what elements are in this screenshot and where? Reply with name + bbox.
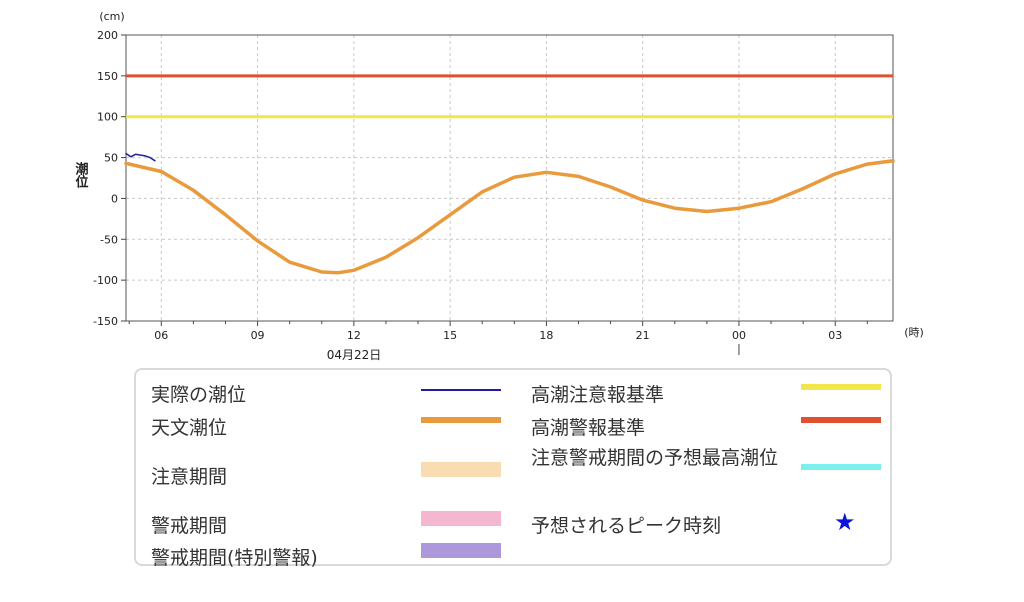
legend-label: 注意警戒期間の予想最高潮位 <box>531 447 779 469</box>
x-tick-label: 21 <box>636 329 650 342</box>
series-line <box>124 159 895 275</box>
y-tick-label: 150 <box>97 70 118 83</box>
y-tick-label: 50 <box>104 152 118 165</box>
series-line <box>125 152 156 162</box>
star-icon: ★ <box>834 508 856 536</box>
x-tick-label: 12 <box>347 329 361 342</box>
legend-swatch <box>421 462 501 477</box>
y-tick-label: 0 <box>111 192 118 205</box>
legend-label: 警戒期間(特別警報) <box>151 547 318 569</box>
legend-swatch <box>421 389 501 391</box>
legend-label: 予想されるピーク時刻 <box>531 515 722 537</box>
x-tick-label: 06 <box>154 329 168 342</box>
x-tick-label: 15 <box>443 329 457 342</box>
x-tick-label: 18 <box>539 329 553 342</box>
y-unit-label: (cm) <box>99 10 124 23</box>
y-tick-label: 200 <box>97 29 118 42</box>
legend-swatch <box>801 384 881 390</box>
x-tick-label: 09 <box>251 329 265 342</box>
y-tick-label: -150 <box>93 315 118 328</box>
x-tick-label: 03 <box>828 329 842 342</box>
y-tick-label: -100 <box>93 274 118 287</box>
x-unit-label: (時) <box>904 326 924 339</box>
y-tick-label: -50 <box>100 233 118 246</box>
legend-label: 天文潮位 <box>151 417 228 439</box>
legend-label: 実際の潮位 <box>151 384 247 406</box>
plot-frame <box>125 34 894 322</box>
legend-label: 警戒期間 <box>151 515 228 537</box>
y-tick-label: 100 <box>97 111 118 124</box>
y-axis-label: 潮位 <box>73 161 89 189</box>
legend-swatch <box>421 543 501 558</box>
x-tick-label: 00 <box>732 329 746 342</box>
legend-swatch <box>421 511 501 526</box>
chart-legend: 実際の潮位天文潮位注意期間警戒期間警戒期間(特別警報) 高潮注意報基準 高潮警報基準… <box>134 368 892 569</box>
date-label: 04月22日 <box>327 348 382 362</box>
legend-swatch <box>801 417 881 423</box>
legend-label: 注意期間 <box>151 466 228 488</box>
legend-swatch <box>421 417 501 423</box>
legend-label: 高潮警報基準 <box>531 417 646 439</box>
legend-label: 高潮注意報基準 <box>531 384 665 406</box>
legend-swatch <box>801 464 881 470</box>
tide-chart: 200 150 100 50 0 -50 -100 -150 06 09 12 15 18 21 00 03 (… <box>73 10 924 362</box>
